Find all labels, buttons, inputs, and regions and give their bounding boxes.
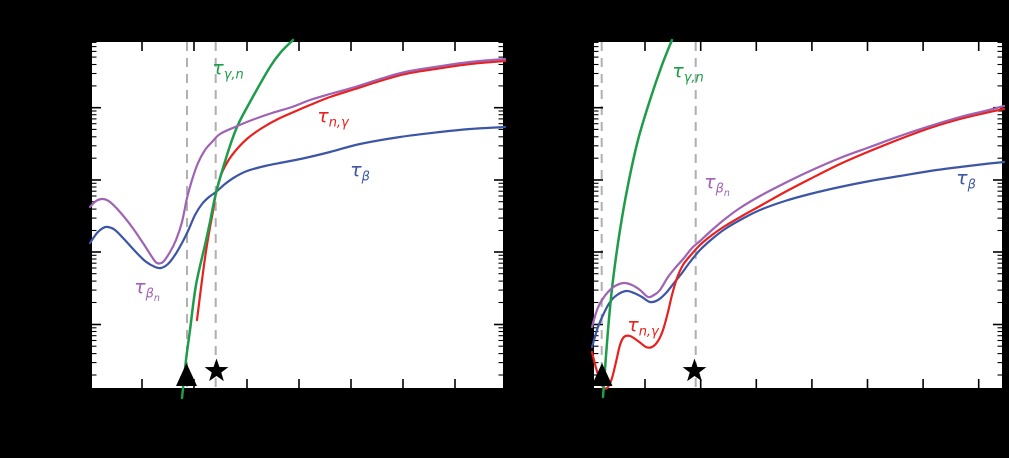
label-tau-beta: τβ (956, 167, 976, 193)
plot-background (592, 40, 1004, 390)
curve-tau-n-gamma (590, 107, 1006, 390)
triangle-marker (176, 363, 197, 386)
plot-background (90, 40, 505, 390)
curve-tau-beta-n (590, 104, 1006, 329)
curve-tau-beta (590, 160, 1006, 349)
curve-tau-beta (88, 125, 507, 270)
label-tau-n-gamma: τn,γ (627, 314, 660, 340)
axis-ticks (92, 41, 503, 388)
right-plot-svg: τγ,n τβn τn,γ τβ (590, 38, 1006, 399)
star-marker (682, 358, 707, 382)
curve-tau-beta-n (88, 57, 507, 265)
left-plot-svg: τγ,n τn,γ τβ τβn (88, 38, 507, 400)
right-plot-panel: τγ,n τβn τn,γ τβ (590, 38, 1006, 400)
label-tau-gamma-n: τγ,n (212, 57, 244, 83)
label-tau-n-gamma: τn,γ (317, 105, 350, 131)
curve-tau-gamma-n (601, 38, 674, 399)
label-tau-beta-n: τβn (704, 171, 730, 199)
label-tau-beta-n: τβn (134, 276, 160, 304)
triangle-marker (591, 363, 613, 386)
left-plot-panel: τγ,n τn,γ τβ τβn (88, 38, 507, 400)
star-marker (204, 358, 229, 382)
curve-tau-gamma-n (180, 38, 295, 400)
label-tau-beta: τβ (350, 159, 370, 185)
label-tau-gamma-n: τγ,n (672, 60, 704, 86)
